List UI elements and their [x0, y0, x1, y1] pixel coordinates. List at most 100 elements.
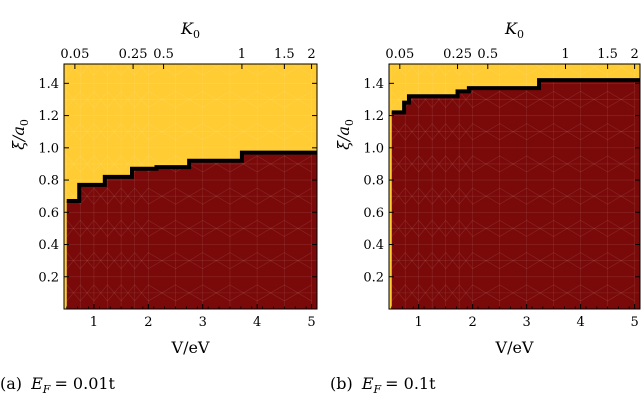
mesh-line [107, 220, 122, 237]
mesh-line [553, 155, 581, 173]
mesh-line [66, 284, 81, 302]
mesh-line [134, 284, 149, 302]
caption-rest: = 0.1t [385, 374, 436, 393]
mesh-line [404, 187, 419, 205]
y-axis-title-sub: 0 [343, 119, 356, 126]
y-tick-label: 1.0 [363, 141, 384, 156]
mesh-line [229, 91, 258, 108]
mesh-line [472, 155, 500, 173]
mesh-line [148, 64, 168, 76]
y-tick-label: 0.8 [363, 174, 384, 189]
mesh-line [93, 155, 108, 173]
top-axis-title-main: K [180, 19, 194, 38]
mesh-line [553, 220, 581, 237]
mesh-line [210, 64, 231, 76]
mesh-line [607, 220, 635, 237]
mesh-line [134, 187, 149, 205]
mesh-line [148, 123, 176, 141]
top-tick-label: 1.5 [597, 47, 618, 62]
mesh-line [607, 155, 635, 173]
mesh-line [553, 91, 581, 108]
mesh-line [284, 220, 312, 237]
mesh-line [120, 284, 135, 302]
mesh-line [264, 64, 285, 76]
mesh-line [418, 252, 433, 269]
mesh-line [445, 155, 460, 173]
mesh-line [553, 123, 581, 141]
mesh-line [284, 155, 312, 173]
mesh-line [66, 91, 81, 108]
mesh-line [107, 187, 122, 205]
mesh-line [66, 155, 81, 173]
mesh-line [553, 64, 574, 76]
mesh-line [526, 187, 554, 205]
mesh-line [284, 220, 312, 237]
mesh-line [418, 187, 433, 205]
mesh-line [120, 123, 135, 140]
mesh-line [391, 187, 406, 205]
y-axis-title: ξ/a0 [334, 119, 356, 150]
mesh-line [499, 252, 527, 269]
mesh-line [202, 91, 231, 108]
mesh-line [134, 220, 149, 237]
mesh-line [80, 284, 95, 302]
x-axis-title: V/eV [495, 338, 534, 357]
mesh-line [93, 123, 108, 140]
mesh-line [66, 123, 81, 140]
mesh-line [458, 123, 473, 140]
mesh-line [148, 155, 176, 173]
mesh-line [148, 252, 176, 269]
mesh-line [431, 155, 446, 173]
mesh-line [175, 123, 203, 141]
mesh-line [553, 187, 581, 205]
mesh-line [148, 252, 176, 269]
mesh-line [431, 220, 446, 237]
mesh-line [202, 155, 231, 173]
mesh-line [391, 155, 406, 173]
mesh-line [284, 284, 312, 302]
caption-sub: F [42, 383, 51, 396]
mesh-line [84, 64, 95, 76]
mesh-line [580, 284, 608, 302]
top-axis-title: K0 [180, 19, 200, 41]
mesh-line [175, 91, 203, 108]
mesh-line [580, 252, 608, 269]
mesh-line [202, 252, 231, 269]
mesh-line [229, 155, 258, 173]
mesh-line [202, 284, 231, 302]
mesh-line [499, 220, 527, 237]
y-axis-title-sub: 0 [18, 119, 31, 126]
mesh-line [80, 187, 95, 205]
mesh-line [120, 91, 135, 108]
mesh-line [229, 220, 258, 237]
mesh-line [431, 91, 446, 108]
mesh-line [175, 187, 203, 205]
mesh-line [526, 123, 554, 141]
mesh-line [499, 155, 527, 173]
mesh-line [445, 155, 460, 173]
mesh-line [553, 284, 581, 302]
mesh-line [256, 123, 285, 141]
top-tick-label: 1.5 [274, 47, 295, 62]
mesh-line [458, 284, 473, 302]
x-tick-label: 5 [307, 315, 315, 330]
mesh-line [458, 91, 473, 108]
mesh-line [472, 123, 500, 141]
mesh-line [499, 284, 527, 302]
x-tick-label: 3 [199, 315, 207, 330]
mesh-line [80, 252, 95, 269]
y-tick-label: 0.4 [363, 238, 384, 253]
mesh-line [458, 252, 473, 269]
mesh-line [431, 252, 446, 269]
top-tick-label: 2 [630, 47, 638, 62]
mesh-line [458, 284, 473, 302]
y-tick-label: 1.4 [363, 77, 384, 92]
mesh-line [431, 252, 446, 269]
mesh-line [472, 187, 500, 205]
mesh-line [561, 64, 581, 76]
y-axis-title-rest: /a [334, 126, 353, 143]
mesh-line [80, 155, 95, 173]
mesh-line [120, 123, 135, 140]
mesh-line [607, 64, 628, 76]
mesh-line [93, 64, 104, 76]
